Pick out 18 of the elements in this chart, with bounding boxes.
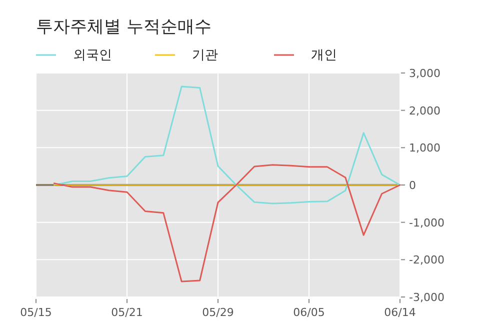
legend-label: 개인 — [311, 48, 337, 63]
line-series — [53, 164, 401, 282]
x-tick-label: 05/15 — [20, 306, 52, 319]
y-tick-label: 2,000 — [409, 104, 440, 118]
y-tick-label: 0 — [409, 179, 416, 192]
chart-title: 투자주체별 누적순매수 — [36, 17, 212, 37]
y-tick-label: 3,000 — [409, 67, 440, 80]
x-tick-label: 05/29 — [202, 306, 234, 319]
line-series — [53, 86, 401, 204]
y-tick-label: -3,000 — [409, 291, 444, 304]
y-tick-label: 1,000 — [409, 142, 440, 155]
x-tick-label: 05/21 — [111, 306, 143, 319]
x-tick-label: 06/05 — [293, 306, 325, 319]
legend-label: 외국인 — [73, 48, 112, 63]
x-tick-label: 06/14 — [384, 306, 416, 319]
legend-label: 기관 — [192, 48, 218, 63]
y-tick-label: -1,000 — [409, 216, 444, 230]
y-tick-label: -2,000 — [409, 254, 444, 267]
